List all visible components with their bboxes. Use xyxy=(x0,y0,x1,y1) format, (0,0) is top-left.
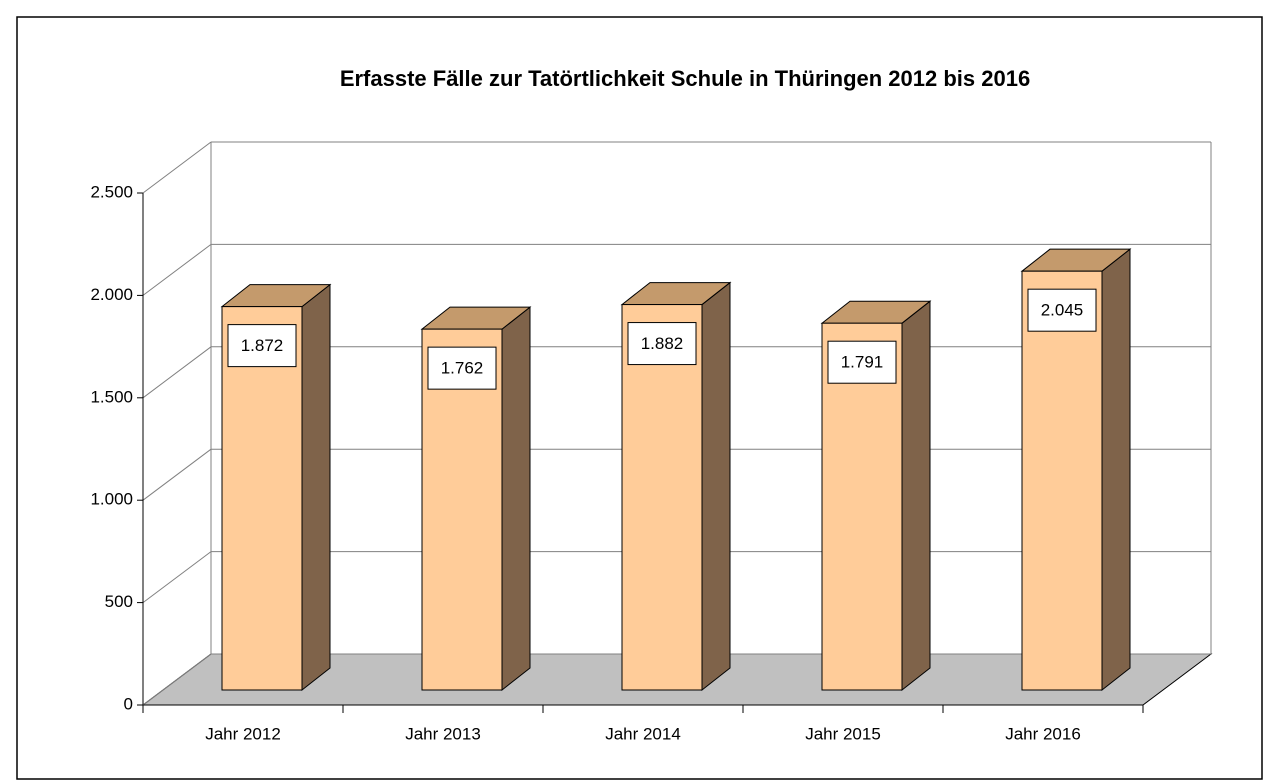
side-grid-line xyxy=(142,551,212,603)
x-tick-label: Jahr 2016 xyxy=(1005,724,1081,743)
bar-side xyxy=(901,300,931,692)
x-tick-label: Jahr 2012 xyxy=(205,724,281,743)
bar xyxy=(821,322,903,691)
bar-side xyxy=(501,306,531,692)
value-label-box xyxy=(627,322,697,366)
value-label-box xyxy=(1027,288,1097,332)
side-grid-line xyxy=(142,141,212,194)
value-label-box xyxy=(227,324,297,368)
bar-side xyxy=(301,283,331,692)
bar-side xyxy=(1101,248,1131,692)
side-grid-line xyxy=(142,243,212,296)
value-label: 1.872 xyxy=(241,336,284,355)
side-grid-line xyxy=(142,346,212,399)
side-grid-line xyxy=(142,448,212,501)
value-label: 1.882 xyxy=(641,334,684,353)
value-label: 1.791 xyxy=(841,353,884,372)
y-tick-label: 500 xyxy=(105,592,133,611)
bar xyxy=(221,306,303,691)
x-tick-label: Jahr 2015 xyxy=(805,724,881,743)
side-grid-line xyxy=(142,653,212,706)
value-label: 2.045 xyxy=(1041,301,1084,320)
bar xyxy=(1021,270,1103,691)
y-tick-label: 0 xyxy=(124,694,133,713)
x-tick-label: Jahr 2014 xyxy=(605,724,681,743)
y-tick-label: 2.000 xyxy=(90,285,133,304)
chart-title: Erfasste Fälle zur Tatörtlichkeit Schule… xyxy=(340,66,1030,91)
bar xyxy=(621,304,703,691)
y-tick-label: 1.000 xyxy=(90,490,133,509)
value-label: 1.762 xyxy=(441,359,484,378)
value-label-box xyxy=(827,340,897,384)
y-tick-label: 2.500 xyxy=(90,182,133,201)
value-label-box xyxy=(427,346,497,390)
x-tick-label: Jahr 2013 xyxy=(405,724,481,743)
y-tick-label: 1.500 xyxy=(90,387,133,406)
bar-side xyxy=(701,281,731,692)
